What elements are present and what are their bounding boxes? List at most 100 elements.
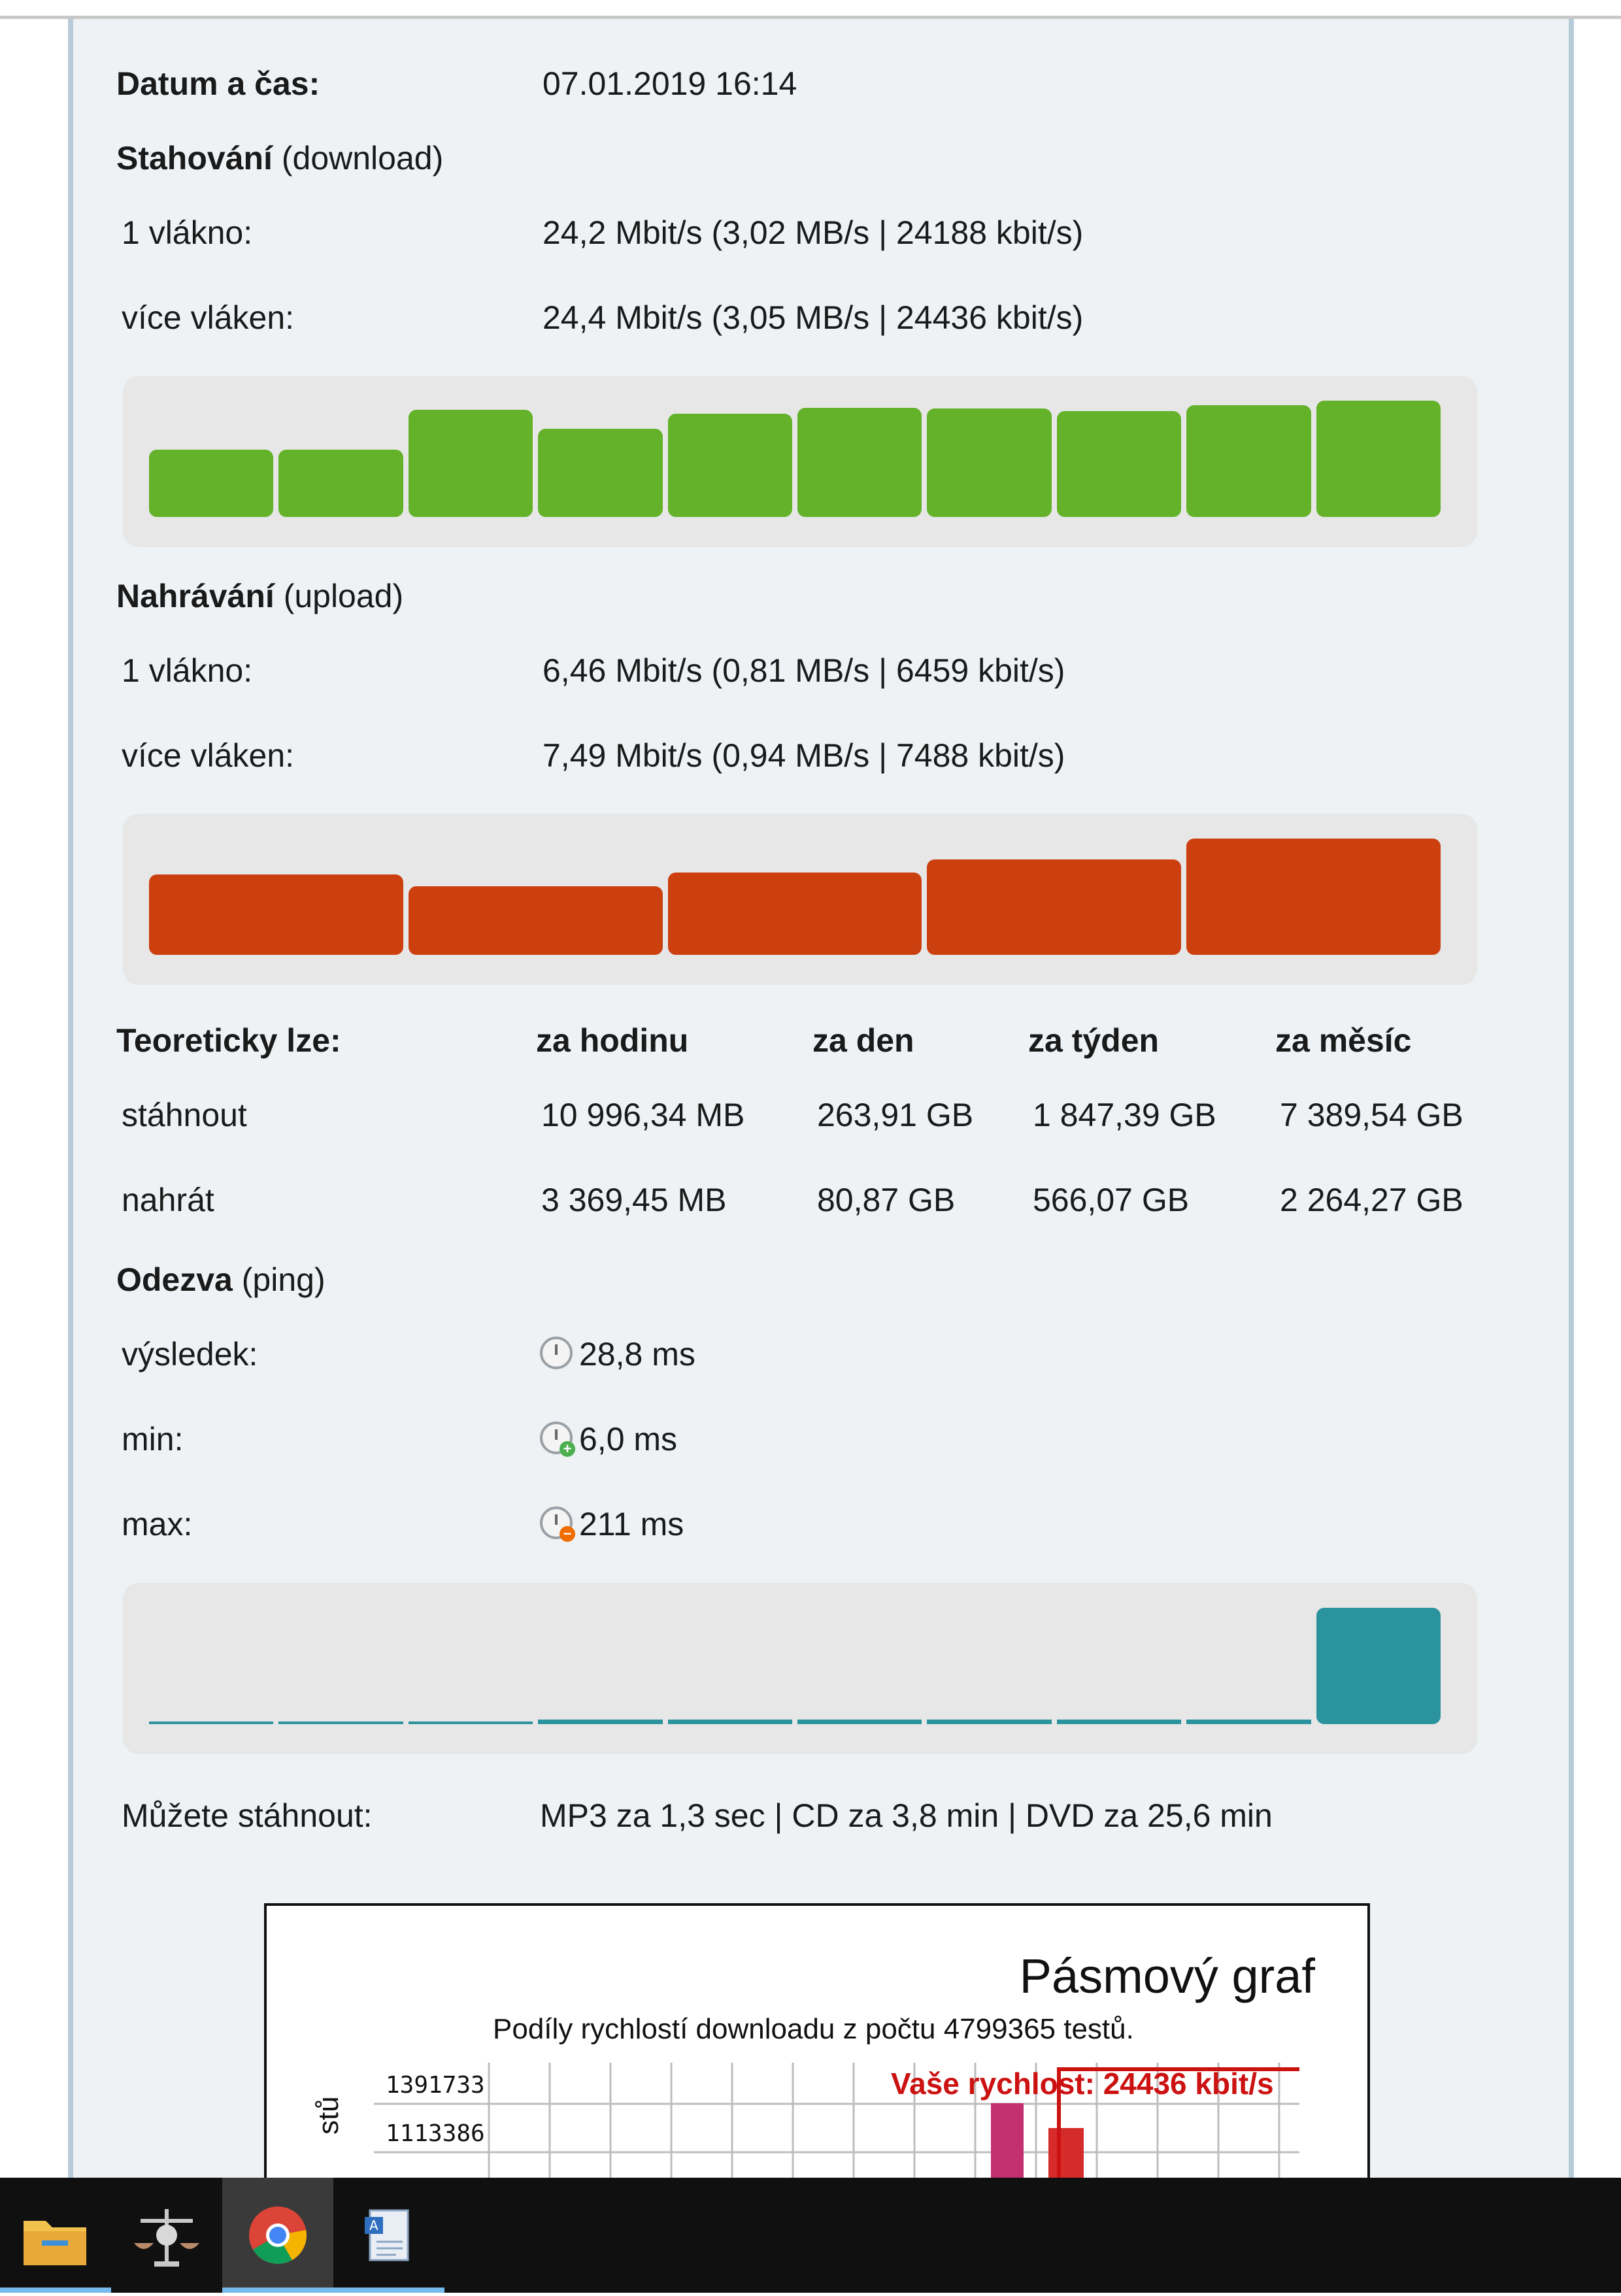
ytick-1: 1391733 bbox=[386, 2072, 485, 2099]
upload-bar-graph bbox=[123, 814, 1477, 985]
document-icon: A bbox=[365, 2209, 409, 2261]
ping-bar-4 bbox=[538, 1720, 663, 1724]
row-download-hour: 10 996,34 MB bbox=[541, 1097, 745, 1133]
top-divider bbox=[0, 16, 1621, 19]
download-multi-value: 24,4 Mbit/s (3,05 MB/s | 24436 kbit/s) bbox=[543, 299, 1084, 336]
ping-bar-9 bbox=[1186, 1720, 1311, 1724]
band-chart: Pásmový graf Podíly rychlostí downloadu … bbox=[264, 1903, 1370, 2180]
column-day: za den bbox=[812, 1022, 914, 1059]
download-subtitle: (download) bbox=[281, 140, 444, 176]
ping-min-value: 6,0 ms bbox=[579, 1421, 678, 1457]
download-bar-5 bbox=[667, 413, 792, 517]
band-bar-your-speed bbox=[1048, 2128, 1084, 2180]
band-chart-grid bbox=[374, 2063, 1299, 2180]
ping-min: +6,0 ms bbox=[540, 1420, 677, 1459]
row-upload-day: 80,87 GB bbox=[817, 1182, 956, 1218]
ping-max-label: max: bbox=[122, 1506, 193, 1542]
download-title: Stahování bbox=[116, 140, 273, 176]
download-bar-3 bbox=[408, 410, 533, 517]
your-speed-label: Vaše rychlost: 24436 kbit/s bbox=[891, 2067, 1274, 2101]
ping-title: Odezva bbox=[116, 1261, 233, 1298]
ping-bar-8 bbox=[1056, 1720, 1182, 1724]
taskbar-indicator bbox=[0, 2288, 111, 2293]
ping-result: 28,8 ms bbox=[540, 1335, 695, 1374]
ping-bar-10 bbox=[1316, 1608, 1441, 1724]
row-upload-week: 566,07 GB bbox=[1033, 1182, 1190, 1218]
row-download-day: 263,91 GB bbox=[817, 1097, 974, 1133]
download-bar-7 bbox=[927, 408, 1052, 517]
ping-max: −211 ms bbox=[540, 1505, 684, 1544]
column-hour: za hodinu bbox=[536, 1022, 689, 1059]
taskbar-app-scales[interactable] bbox=[111, 2178, 222, 2293]
taskbar-indicator bbox=[333, 2288, 444, 2293]
row-download-month: 7 389,54 GB bbox=[1280, 1097, 1463, 1133]
download-multi-label: více vláken: bbox=[122, 299, 295, 336]
taskbar-indicator bbox=[222, 2288, 333, 2293]
row-download-label: stáhnout bbox=[122, 1097, 247, 1133]
theoretical-title: Teoreticky lze: bbox=[116, 1022, 341, 1059]
band-chart-title: Pásmový graf bbox=[1019, 1949, 1315, 2003]
download-heading: Stahování (download) bbox=[116, 139, 443, 178]
band-chart-ylabel: stů bbox=[312, 2096, 344, 2135]
upload-bar-2 bbox=[408, 886, 663, 955]
estimate-label: Můžete stáhnout: bbox=[122, 1797, 373, 1834]
row-upload-hour: 3 369,45 MB bbox=[541, 1182, 727, 1218]
ping-max-value: 211 ms bbox=[579, 1506, 684, 1542]
ping-bar-5 bbox=[667, 1720, 792, 1724]
download-bar-8 bbox=[1056, 411, 1182, 517]
download-single-value: 24,2 Mbit/s (3,02 MB/s | 24188 kbit/s) bbox=[543, 214, 1084, 251]
ping-bar-2 bbox=[278, 1722, 403, 1724]
ping-subtitle: (ping) bbox=[241, 1261, 326, 1298]
taskbar-document-app[interactable]: A bbox=[333, 2178, 444, 2293]
ping-result-value: 28,8 ms bbox=[579, 1336, 695, 1373]
estimate-value: MP3 za 1,3 sec | CD za 3,8 min | DVD za … bbox=[540, 1797, 1273, 1834]
ytick-2: 1113386 bbox=[386, 2120, 485, 2147]
band-bar-magenta bbox=[991, 2103, 1024, 2180]
download-bar-graph bbox=[123, 376, 1477, 547]
taskbar-file-explorer[interactable] bbox=[0, 2178, 111, 2293]
upload-multi-value: 7,49 Mbit/s (0,94 MB/s | 7488 kbit/s) bbox=[543, 737, 1065, 774]
row-upload-label: nahrát bbox=[122, 1182, 214, 1218]
row-upload-month: 2 264,27 GB bbox=[1280, 1182, 1463, 1218]
upload-bar-3 bbox=[667, 872, 922, 955]
your-speed-marker bbox=[1057, 2067, 1299, 2180]
clock-icon bbox=[540, 1337, 573, 1369]
download-bar-1 bbox=[149, 449, 274, 517]
ping-bar-3 bbox=[408, 1722, 533, 1724]
upload-bar-4 bbox=[927, 859, 1182, 955]
column-week: za týden bbox=[1028, 1022, 1160, 1059]
column-month: za měsíc bbox=[1275, 1022, 1412, 1059]
ping-bar-1 bbox=[149, 1722, 274, 1724]
folder-icon bbox=[24, 2221, 86, 2265]
ping-heading: Odezva (ping) bbox=[116, 1260, 326, 1299]
ping-bar-6 bbox=[797, 1720, 922, 1724]
download-bar-6 bbox=[797, 407, 922, 517]
download-single-label: 1 vlákno: bbox=[122, 214, 253, 251]
datetime-value: 07.01.2019 16:14 bbox=[543, 65, 797, 102]
taskbar: A bbox=[0, 2178, 1621, 2293]
download-bar-9 bbox=[1186, 405, 1311, 517]
download-bar-2 bbox=[278, 449, 403, 517]
ping-bar-7 bbox=[927, 1720, 1052, 1724]
upload-single-label: 1 vlákno: bbox=[122, 652, 253, 689]
upload-title: Nahrávání bbox=[116, 578, 275, 614]
row-download-week: 1 847,39 GB bbox=[1033, 1097, 1216, 1133]
datetime-label: Datum a čas: bbox=[116, 65, 320, 102]
ping-bar-graph bbox=[123, 1583, 1477, 1754]
svg-text:A: A bbox=[369, 2218, 378, 2233]
download-bar-4 bbox=[538, 428, 663, 517]
upload-multi-label: více vláken: bbox=[122, 737, 295, 774]
download-bar-10 bbox=[1316, 401, 1441, 517]
upload-single-value: 6,46 Mbit/s (0,81 MB/s | 6459 kbit/s) bbox=[543, 652, 1065, 689]
ping-min-label: min: bbox=[122, 1421, 184, 1457]
upload-bar-1 bbox=[149, 874, 403, 955]
chrome-icon bbox=[249, 2206, 307, 2264]
clock-min-icon: + bbox=[540, 1422, 575, 1457]
upload-bar-5 bbox=[1186, 839, 1441, 955]
clock-max-icon: − bbox=[540, 1506, 575, 1542]
scales-icon bbox=[134, 2209, 199, 2267]
upload-subtitle: (upload) bbox=[283, 578, 404, 614]
upload-heading: Nahrávání (upload) bbox=[116, 576, 403, 616]
ping-result-label: výsledek: bbox=[122, 1336, 258, 1373]
taskbar-chrome[interactable] bbox=[222, 2178, 333, 2293]
